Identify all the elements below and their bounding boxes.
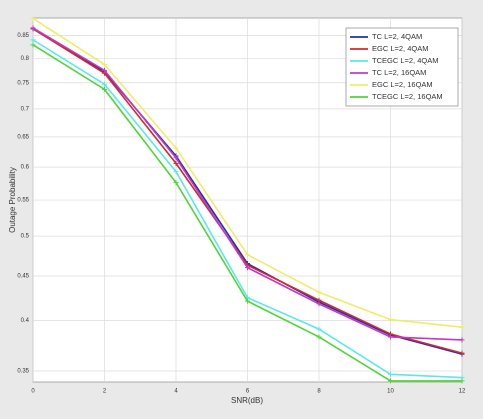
marker bbox=[102, 62, 107, 68]
legend-box bbox=[345, 27, 459, 107]
marker bbox=[245, 298, 250, 304]
marker bbox=[30, 25, 36, 31]
y-axis-label: Outage Probability bbox=[8, 167, 17, 233]
marker bbox=[316, 289, 322, 295]
marker bbox=[316, 334, 322, 340]
x-tick-label: 4 bbox=[174, 389, 178, 395]
legend-label: EGC L=2, 16QAM bbox=[372, 80, 433, 89]
y-tick-label: 0.75 bbox=[17, 80, 29, 86]
legend-label: TC L=2, 4QAM bbox=[372, 32, 422, 41]
y-tick-label: 0.45 bbox=[17, 274, 29, 280]
y-tick-label: 0.85 bbox=[17, 33, 29, 39]
y-tick-label: 0.7 bbox=[21, 106, 30, 112]
marker bbox=[388, 378, 393, 384]
legend-label: EGC L=2, 4QAM bbox=[372, 44, 428, 53]
marker bbox=[173, 180, 179, 186]
marker bbox=[173, 155, 179, 161]
x-tick-label: 0 bbox=[31, 389, 35, 395]
marker bbox=[316, 326, 322, 332]
legend-label: TC L=2, 16QAM bbox=[372, 68, 426, 77]
x-tick-label: 8 bbox=[317, 389, 321, 395]
marker bbox=[173, 145, 179, 151]
marker bbox=[459, 350, 465, 356]
marker bbox=[459, 337, 465, 343]
marker bbox=[245, 252, 250, 258]
marker bbox=[30, 42, 36, 48]
marker bbox=[388, 371, 393, 377]
marker bbox=[30, 15, 36, 21]
y-tick-label: 0.35 bbox=[17, 369, 29, 375]
marker bbox=[173, 169, 179, 175]
x-axis-label: SNR(dB) bbox=[231, 396, 263, 405]
marker bbox=[30, 37, 36, 43]
y-tick-label: 0.55 bbox=[17, 198, 29, 204]
marker bbox=[173, 160, 179, 166]
marker bbox=[388, 317, 393, 323]
x-tick-label: 10 bbox=[387, 389, 394, 395]
x-tick-label: 2 bbox=[103, 389, 107, 395]
marker bbox=[102, 86, 107, 92]
y-tick-label: 0.8 bbox=[21, 56, 30, 62]
marker bbox=[102, 67, 107, 73]
x-tick-label: 6 bbox=[246, 389, 250, 395]
x-tick-label: 12 bbox=[459, 389, 466, 395]
marker bbox=[459, 378, 465, 384]
y-tick-label: 0.4 bbox=[21, 318, 30, 324]
marker bbox=[459, 324, 465, 330]
marker bbox=[245, 265, 250, 271]
marker bbox=[102, 81, 107, 87]
marker bbox=[316, 301, 322, 307]
y-tick-label: 0.6 bbox=[21, 165, 30, 171]
y-tick-label: 0.5 bbox=[21, 234, 30, 240]
legend-label: TCEGC L=2, 4QAM bbox=[372, 56, 438, 65]
y-tick-label: 0.65 bbox=[17, 134, 29, 140]
legend-label: TCEGC L=2, 16QAM bbox=[372, 92, 443, 101]
marker bbox=[388, 334, 393, 340]
